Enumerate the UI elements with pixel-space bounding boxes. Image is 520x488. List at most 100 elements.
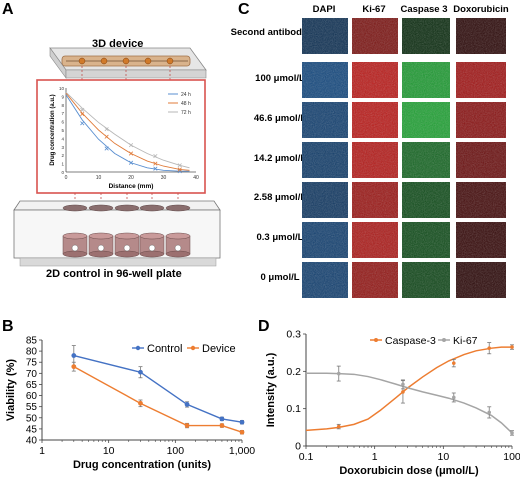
well-rim — [165, 232, 191, 240]
x-tick-label: 1 — [39, 445, 45, 457]
data-point — [487, 410, 492, 415]
x-tick-label: 100 — [503, 451, 520, 463]
device-3d-title: 3D device — [92, 38, 144, 50]
y-tick-label: 0.2 — [286, 366, 301, 378]
row-label-2-58: 2.58 μmol/L — [253, 192, 307, 203]
y-axis-label: Intensity (a.u.) — [265, 352, 277, 427]
legend-marker — [190, 345, 196, 351]
data-point — [510, 345, 514, 349]
series-marker — [104, 127, 109, 132]
data-point — [487, 346, 492, 350]
micrograph-texture — [456, 262, 506, 298]
series-line-device — [73, 366, 243, 433]
micrograph-texture — [302, 182, 348, 218]
data-point — [138, 369, 143, 375]
legend-label: Caspase-3 — [385, 335, 436, 347]
data-point — [239, 419, 245, 425]
row-label-46-6: 46.6 μmol/L — [253, 113, 307, 124]
well-rim — [62, 232, 88, 240]
micrograph-texture — [352, 262, 398, 298]
micrograph-texture — [352, 182, 398, 218]
x-tick-label: 10 — [103, 445, 115, 457]
well-rim — [88, 232, 114, 240]
y-tick-label: 75 — [26, 358, 38, 369]
micrograph-texture — [402, 18, 450, 54]
y-tick-label: 45 — [26, 424, 38, 435]
panel-label-a: A — [2, 1, 14, 18]
col-label-dapi: DAPI — [312, 4, 336, 15]
y-tick-label: 6 — [61, 120, 64, 125]
well-top — [88, 204, 114, 212]
micrograph-texture — [302, 102, 348, 138]
data-point — [71, 353, 77, 358]
data-point — [451, 395, 456, 400]
micrograph-texture — [402, 262, 450, 298]
y-tick-label: 7 — [61, 111, 64, 116]
series-curve-ki-67 — [306, 372, 513, 434]
micrograph-texture — [402, 182, 450, 218]
x-axis-label: Distance (mm) — [109, 183, 154, 190]
y-tick-label: 50 — [26, 413, 38, 424]
well-top — [139, 204, 165, 212]
series-marker — [128, 143, 134, 148]
series-marker — [153, 161, 158, 166]
device-3d — [49, 47, 207, 79]
legend-label: 24 h — [181, 92, 191, 98]
x-tick-label: 10 — [437, 451, 449, 463]
col-label-doxorubicin: Doxorubicin — [453, 4, 509, 15]
data-point — [71, 364, 77, 370]
y-tick-label: 0.1 — [286, 403, 301, 415]
panel-label-c: C — [238, 1, 250, 18]
x-tick-label: 0 — [65, 175, 68, 181]
row-label-14-2: 14.2 μmol/L — [253, 153, 307, 164]
panel-label-b: B — [2, 318, 14, 335]
y-tick-label: 60 — [26, 391, 38, 402]
x-tick-label: 1,000 — [229, 445, 255, 457]
panel-c-image-grid: DAPI Ki-67 Caspase 3 Doxorubicin Second … — [230, 4, 509, 298]
well-rim — [114, 232, 140, 240]
legend-marker — [374, 338, 378, 342]
y-tick-label: 5 — [61, 128, 64, 133]
well-rim — [139, 232, 165, 240]
y-tick-label: 3 — [61, 145, 64, 150]
y-tick-label: 80 — [26, 347, 38, 358]
y-tick-label: 40 — [26, 436, 38, 447]
legend-label: Ki-67 — [453, 335, 478, 347]
col-label-caspase3: Caspase 3 — [400, 4, 448, 15]
x-axis-label: Drug concentration (units) — [73, 459, 211, 471]
row-label-second-antibody: Second antibody only — [230, 27, 330, 38]
series-marker — [80, 107, 85, 112]
y-tick-label: 70 — [26, 369, 38, 380]
micrograph-texture — [456, 222, 506, 258]
x-tick-label: 30 — [161, 175, 167, 181]
panel-label-d: D — [258, 318, 270, 335]
data-point — [138, 400, 143, 406]
data-point — [239, 429, 245, 435]
micrograph-texture — [456, 102, 506, 138]
micrograph-texture — [456, 142, 506, 178]
micrograph-texture — [352, 62, 398, 98]
micrograph-texture — [302, 262, 348, 298]
data-point — [219, 416, 225, 422]
data-point — [184, 423, 190, 428]
series-marker — [128, 160, 134, 165]
cell-spheroid — [97, 244, 105, 252]
micrograph-texture — [352, 222, 398, 258]
series-marker — [177, 163, 182, 168]
data-point — [336, 371, 341, 376]
x-tick-label: 40 — [193, 175, 199, 181]
y-tick-label: 0 — [61, 170, 64, 175]
x-tick-label: 0.1 — [299, 451, 314, 463]
cell-spheroid — [71, 244, 79, 252]
legend-label: Device — [202, 343, 236, 355]
panel-a-chart: 0 1 2 3 4 5 6 7 8 9 10 0 10 20 30 40 Distance (mm) Drug c… — [50, 86, 199, 190]
legend-marker — [135, 345, 141, 351]
row-label-100: 100 μmol/L — [255, 73, 305, 84]
x-tick-label: 1 — [372, 451, 378, 463]
y-tick-label: 9 — [61, 94, 64, 99]
y-axis-label: Drug concentration (a.u.) — [50, 94, 56, 165]
y-tick-label: 55 — [26, 402, 38, 413]
data-point — [184, 402, 190, 407]
micrograph-texture — [352, 142, 398, 178]
series-marker — [104, 146, 109, 151]
